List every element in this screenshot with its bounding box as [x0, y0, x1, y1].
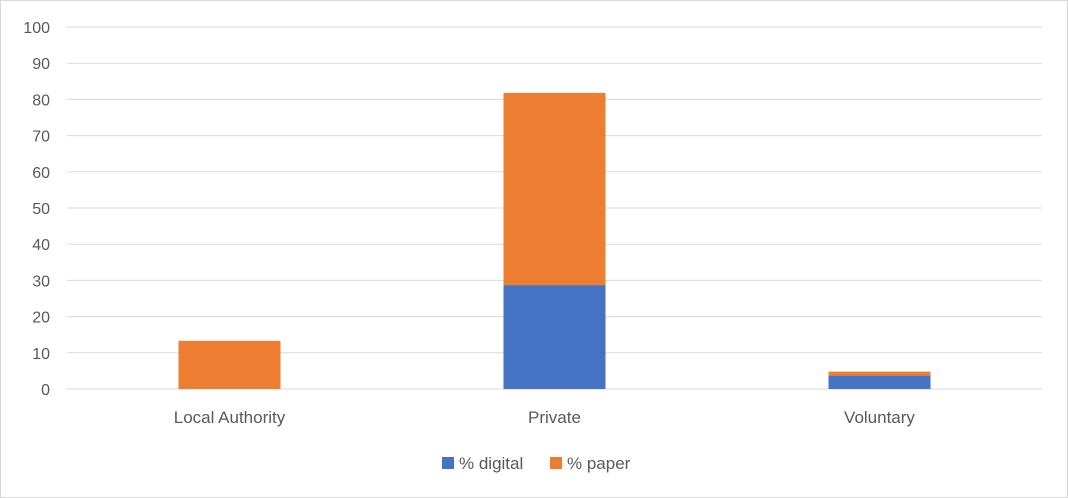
bar-segment-paper — [828, 371, 931, 376]
y-tick-label: 90 — [32, 56, 50, 73]
legend-swatch — [550, 457, 562, 469]
legend-swatch — [442, 457, 454, 469]
y-tick-label: 70 — [32, 129, 50, 146]
x-category-label: Local Authority — [174, 408, 286, 427]
bar-segment-digital — [828, 375, 931, 389]
x-category-label: Private — [528, 408, 581, 427]
y-tick-label: 50 — [32, 201, 50, 218]
x-category-label: Voluntary — [844, 408, 915, 427]
legend-label: % paper — [567, 454, 631, 473]
bar-segment-paper — [503, 92, 606, 286]
y-tick-label: 60 — [32, 165, 50, 182]
y-axis-ticks: 0 10 20 30 40 50 60 70 80 90 100 — [23, 20, 50, 399]
x-axis-labels: Local Authority Private Voluntary — [174, 408, 916, 427]
legend: % digital % paper — [442, 454, 631, 473]
bar-segment-digital — [503, 285, 606, 389]
y-tick-label: 20 — [32, 310, 50, 327]
y-tick-label: 30 — [32, 273, 50, 290]
bars — [178, 92, 931, 389]
y-tick-label: 10 — [32, 346, 50, 363]
legend-label: % digital — [459, 454, 523, 473]
bar-segment-paper — [178, 340, 281, 389]
y-tick-label: 80 — [32, 92, 50, 109]
y-tick-label: 100 — [23, 20, 50, 37]
y-tick-label: 0 — [41, 382, 50, 399]
y-tick-label: 40 — [32, 237, 50, 254]
